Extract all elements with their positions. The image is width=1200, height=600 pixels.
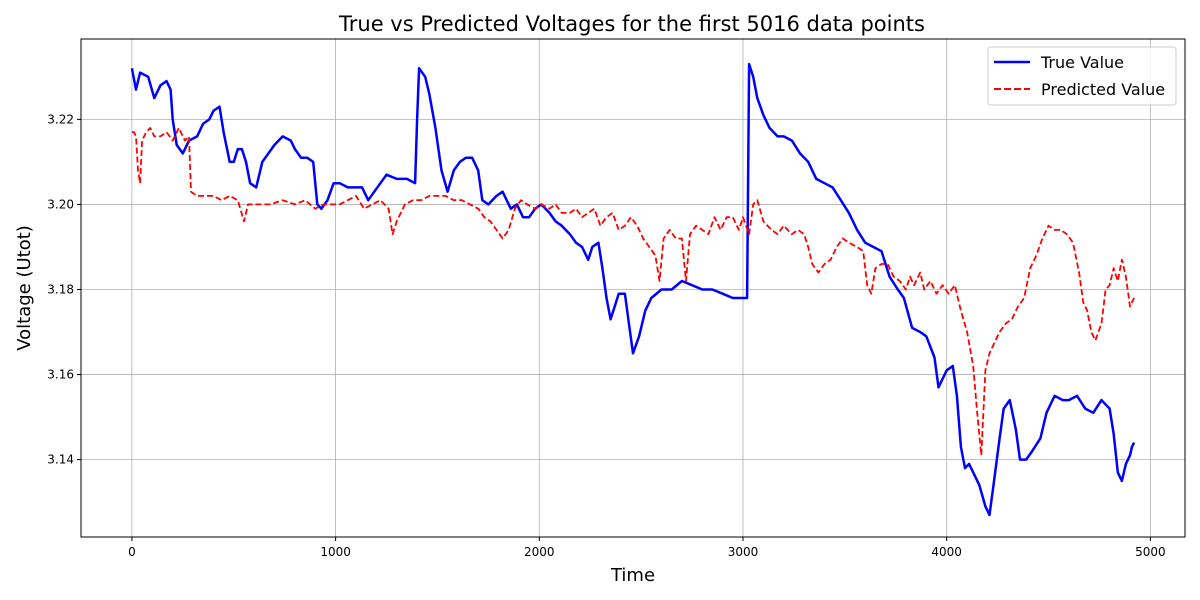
y-tick-label: 3.18 — [47, 282, 74, 296]
y-tick-label: 3.16 — [47, 368, 74, 382]
grid — [81, 39, 1185, 537]
x-tick-label: 0 — [128, 545, 136, 559]
x-tick-label: 5000 — [1135, 545, 1166, 559]
series-line-true-value — [130, 62, 1136, 517]
plot-frame — [80, 38, 1186, 538]
x-tick-label: 1000 — [320, 545, 351, 559]
y-tick-label: 3.14 — [47, 453, 74, 467]
plot-area — [130, 62, 1136, 517]
x-tick-label: 4000 — [931, 545, 962, 559]
legend: True Value Predicted Value — [987, 46, 1177, 106]
x-axis-title: Time — [610, 565, 655, 586]
axis-ticks: 0 1000 2000 3000 4000 5000 3.14 3.16 3.18 3.20 3.2… — [47, 112, 1165, 559]
x-tick-label: 3000 — [728, 545, 759, 559]
y-tick-label: 3.22 — [47, 112, 74, 126]
y-tick-label: 3.20 — [47, 197, 74, 211]
y-axis-title: Voltage (Utot) — [14, 225, 35, 351]
legend-box — [987, 46, 1177, 106]
legend-label-predicted-value: Predicted Value — [1041, 80, 1165, 99]
chart-title: True vs Predicted Voltages for the first… — [338, 12, 925, 36]
x-tick-label: 2000 — [524, 545, 555, 559]
legend-label-true-value: True Value — [1040, 53, 1124, 72]
series-line-predicted-value — [131, 127, 1135, 457]
